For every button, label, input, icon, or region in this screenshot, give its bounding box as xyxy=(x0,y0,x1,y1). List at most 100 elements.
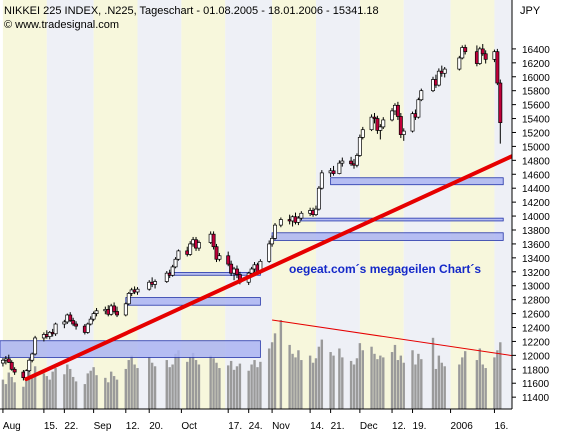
volume-bar xyxy=(267,348,271,409)
volume-bar xyxy=(461,357,464,409)
y-tick-label: 15200 xyxy=(522,128,550,139)
candle-body xyxy=(395,104,400,117)
candle xyxy=(217,252,222,262)
y-tick-label: 15800 xyxy=(522,87,550,98)
volume-bar xyxy=(71,376,75,409)
volume-bar xyxy=(320,339,324,409)
x-tick-label: Sep xyxy=(94,421,112,432)
candle-body xyxy=(401,130,406,135)
volume-bar xyxy=(232,369,236,409)
trendline xyxy=(24,154,514,382)
volume-bar xyxy=(227,365,230,409)
currency-label: JPY xyxy=(520,5,541,17)
volume-bar xyxy=(69,368,72,409)
volume-bar xyxy=(109,371,113,409)
volume-bar xyxy=(107,382,110,409)
volume-bar xyxy=(250,364,253,409)
candle-body xyxy=(62,321,67,325)
candle-body xyxy=(270,238,275,245)
candle xyxy=(0,358,5,367)
volume-bar xyxy=(437,355,441,409)
volume-bar xyxy=(86,373,89,409)
volume-bar xyxy=(51,371,54,409)
volume-bar xyxy=(417,353,420,409)
y-tick-label: 12000 xyxy=(522,351,550,362)
candle-body xyxy=(436,70,441,86)
candle xyxy=(235,265,239,279)
candle-body xyxy=(170,266,175,276)
candle-body xyxy=(6,358,11,363)
volume-bar xyxy=(463,351,467,409)
y-tick-label: 16000 xyxy=(522,73,550,84)
volume-bar xyxy=(390,352,394,409)
volume-bar xyxy=(376,359,379,409)
candle-body xyxy=(68,314,73,321)
candle-body xyxy=(249,268,254,274)
candle xyxy=(477,46,482,65)
x-tick-label: 12. xyxy=(126,421,140,432)
y-tick-label: 11400 xyxy=(522,393,550,404)
candle xyxy=(68,312,73,322)
volume-bar xyxy=(235,366,239,409)
candle-body xyxy=(381,119,386,128)
volume-bar xyxy=(127,360,130,409)
candle-body xyxy=(369,116,374,131)
volume-bar xyxy=(311,362,315,409)
candle-body xyxy=(460,47,465,59)
candle xyxy=(164,271,169,283)
volume-bar xyxy=(291,353,294,409)
y-tick-label: 11600 xyxy=(522,379,550,390)
candle-body xyxy=(319,172,324,189)
support-zone xyxy=(0,340,261,358)
y-tick-label: 15400 xyxy=(522,115,550,126)
x-tick-label: Oct xyxy=(181,421,197,432)
candle xyxy=(436,68,441,87)
volume-bar xyxy=(45,376,49,409)
x-tick-label: 24. xyxy=(249,421,263,432)
y-tick-label: 16200 xyxy=(522,59,550,70)
y-tick-label: 16400 xyxy=(522,45,550,56)
candle xyxy=(273,223,277,240)
watermark: © www.tradesignal.com xyxy=(4,19,119,31)
candle xyxy=(226,251,231,267)
y-tick-label: 13000 xyxy=(522,282,550,293)
volume-bar xyxy=(148,357,151,409)
y-tick-label: 14000 xyxy=(522,212,550,223)
candle xyxy=(91,311,96,322)
volume-bar xyxy=(396,360,400,409)
support-zone xyxy=(295,217,504,222)
candle-body xyxy=(47,332,52,337)
volume-bar xyxy=(212,358,215,409)
candle xyxy=(33,335,38,356)
volume-bar xyxy=(238,363,242,409)
volume-layer xyxy=(1,319,513,409)
volume-bar xyxy=(358,343,362,409)
volume-bar xyxy=(150,362,154,409)
candle xyxy=(495,48,500,86)
candle xyxy=(214,243,219,263)
x-tick-label: 19. xyxy=(413,421,427,432)
y-tick-label: 12800 xyxy=(522,296,550,307)
volume-bar xyxy=(30,377,34,409)
candle-body xyxy=(164,272,169,282)
candle xyxy=(372,112,377,124)
y-tick-label: 11800 xyxy=(522,365,550,376)
volume-bar xyxy=(270,342,274,409)
volume-bar xyxy=(256,367,259,409)
volume-bar xyxy=(443,366,446,409)
candle xyxy=(378,124,383,140)
candle xyxy=(498,79,503,144)
candle-body xyxy=(398,116,403,135)
y-tick-label: 15600 xyxy=(522,101,550,112)
candle xyxy=(30,352,35,363)
volume-bar xyxy=(112,376,116,409)
volume-bar xyxy=(373,353,376,409)
candle-body xyxy=(235,268,239,275)
y-tick-label: 14600 xyxy=(522,170,550,181)
candle xyxy=(410,111,415,133)
volume-bar xyxy=(174,353,177,409)
candle-body xyxy=(147,281,152,290)
candle-layer xyxy=(0,44,503,381)
candle xyxy=(398,112,403,139)
